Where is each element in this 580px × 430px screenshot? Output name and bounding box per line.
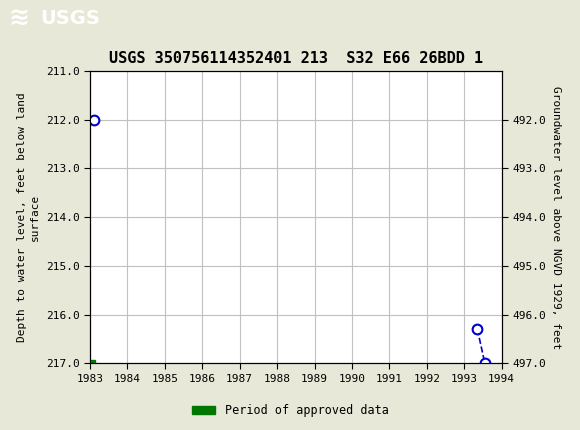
- Y-axis label: Groundwater level above NGVD 1929, feet: Groundwater level above NGVD 1929, feet: [552, 86, 561, 349]
- Text: USGS: USGS: [41, 9, 100, 28]
- Text: ≋: ≋: [9, 6, 30, 30]
- Legend: Period of approved data: Period of approved data: [187, 399, 393, 422]
- Y-axis label: Depth to water level, feet below land
surface: Depth to water level, feet below land su…: [17, 92, 40, 342]
- Title: USGS 350756114352401 213  S32 E66 26BDD 1: USGS 350756114352401 213 S32 E66 26BDD 1: [108, 51, 483, 66]
